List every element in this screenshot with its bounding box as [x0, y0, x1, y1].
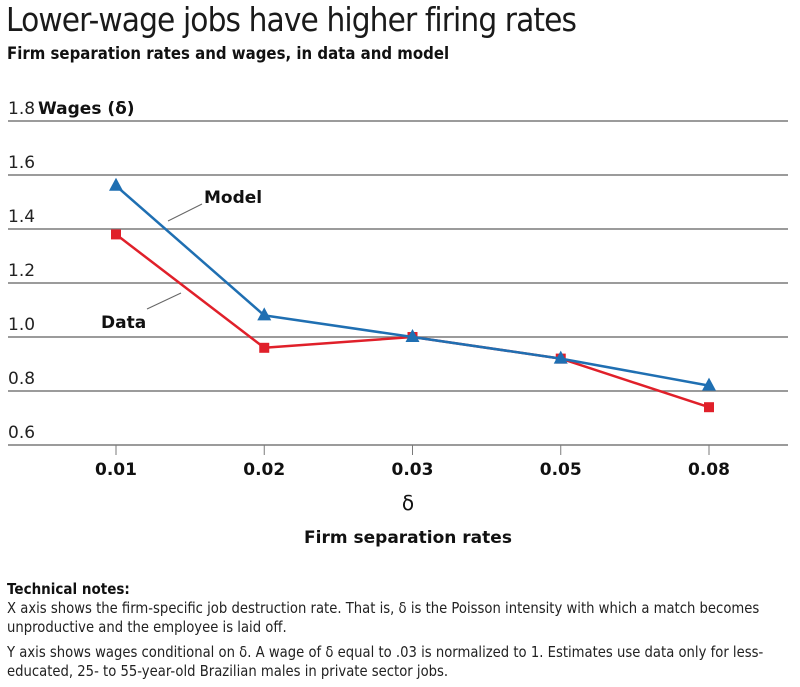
- data-point-model: [553, 350, 568, 364]
- chart-subtitle: Firm separation rates and wages, in data…: [7, 44, 450, 64]
- series-line-model: [115, 184, 710, 387]
- x-tick-label: 0.05: [540, 460, 582, 480]
- x-ticks: 0.01 0.02 0.03 0.05 0.08: [95, 445, 730, 480]
- y-tick-label: 0.6: [8, 423, 35, 443]
- line-chart: 0.6 0.8 1.0 1.2 1.4 1.6 1.8 Wages (δ) 0.01 0.02…: [8, 99, 788, 548]
- label-leader-lines: [146, 203, 203, 310]
- technical-notes: Technical notes: X axis shows the firm-s…: [7, 580, 797, 687]
- series-label-data: Data: [101, 313, 146, 333]
- notes-title: Technical notes:: [7, 580, 130, 598]
- y-tick-labels: 0.6 0.8 1.0 1.2 1.4 1.6 1.8: [8, 99, 35, 443]
- y-tick-label: 1.0: [8, 315, 35, 335]
- x-tick-label: 0.01: [95, 460, 137, 480]
- y-axis-title: Wages (δ): [38, 99, 135, 119]
- data-point-model: [702, 377, 716, 391]
- leader-line-model: [167, 203, 203, 222]
- y-tick-label: 1.4: [8, 207, 35, 227]
- series-line-data: [115, 233, 710, 409]
- gridlines: [8, 120, 788, 446]
- x-tick-label: 0.03: [392, 460, 434, 480]
- leader-line-data: [146, 292, 182, 310]
- y-tick-label: 1.2: [8, 261, 35, 281]
- x-tick-label: 0.08: [688, 460, 730, 480]
- data-point-data: [704, 402, 714, 413]
- data-point-data: [259, 342, 270, 353]
- x-tick-label: 0.02: [243, 460, 285, 480]
- x-axis-title: Firm separation rates: [304, 528, 512, 548]
- y-tick-label: 0.8: [8, 369, 35, 389]
- series-label-model: Model: [204, 188, 262, 208]
- y-tick-label: 1.6: [8, 153, 35, 173]
- data-point-model: [257, 307, 272, 321]
- notes-paragraph-y-axis: Y axis shows wages conditional on δ. A w…: [7, 643, 764, 680]
- x-axis-symbol: δ: [402, 491, 414, 515]
- data-point-model: [109, 177, 123, 191]
- data-point-model: [405, 329, 420, 342]
- chart-title: Lower-wage jobs have higher firing rates: [6, 0, 577, 39]
- series-group: [109, 177, 716, 413]
- notes-paragraph-x-axis: X axis shows the firm-specific job destr…: [7, 599, 760, 636]
- data-point-data: [111, 229, 121, 240]
- y-tick-label: 1.8: [8, 99, 35, 119]
